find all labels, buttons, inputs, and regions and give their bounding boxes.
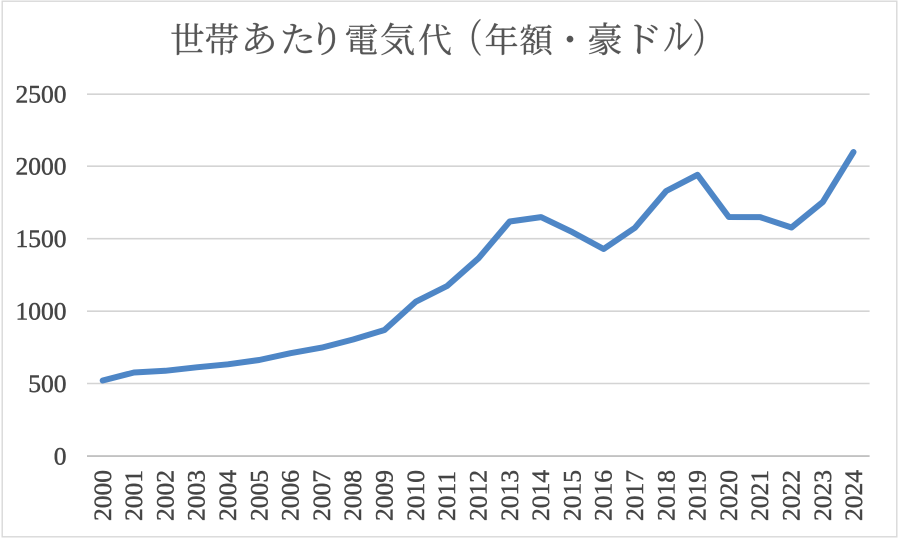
svg-text:1500: 1500 <box>16 224 67 253</box>
svg-text:2015: 2015 <box>557 470 586 521</box>
svg-text:2014: 2014 <box>526 470 555 521</box>
svg-text:0: 0 <box>54 442 67 471</box>
svg-text:2024: 2024 <box>839 470 868 521</box>
svg-text:2023: 2023 <box>808 470 837 521</box>
svg-text:2010: 2010 <box>401 470 430 521</box>
svg-text:2005: 2005 <box>244 470 273 521</box>
svg-text:2011: 2011 <box>432 471 461 521</box>
svg-text:2017: 2017 <box>620 470 649 521</box>
svg-text:2006: 2006 <box>276 470 305 521</box>
svg-text:2012: 2012 <box>463 470 492 521</box>
svg-text:2013: 2013 <box>495 470 524 521</box>
svg-text:2001: 2001 <box>119 470 148 521</box>
svg-text:2004: 2004 <box>213 470 242 521</box>
svg-text:2500: 2500 <box>16 80 67 109</box>
svg-text:500: 500 <box>28 369 66 398</box>
svg-text:2022: 2022 <box>777 470 806 521</box>
svg-text:2009: 2009 <box>370 470 399 521</box>
svg-text:2016: 2016 <box>589 470 618 521</box>
svg-text:2021: 2021 <box>745 470 774 521</box>
svg-text:2020: 2020 <box>714 470 743 521</box>
svg-text:2002: 2002 <box>150 470 179 521</box>
svg-text:2000: 2000 <box>88 470 117 521</box>
svg-text:1000: 1000 <box>16 297 67 326</box>
svg-text:2000: 2000 <box>16 152 67 181</box>
svg-text:2007: 2007 <box>307 470 336 521</box>
svg-text:2018: 2018 <box>651 470 680 521</box>
svg-text:2003: 2003 <box>182 470 211 521</box>
svg-text:2019: 2019 <box>683 470 712 521</box>
svg-text:2008: 2008 <box>338 470 367 521</box>
